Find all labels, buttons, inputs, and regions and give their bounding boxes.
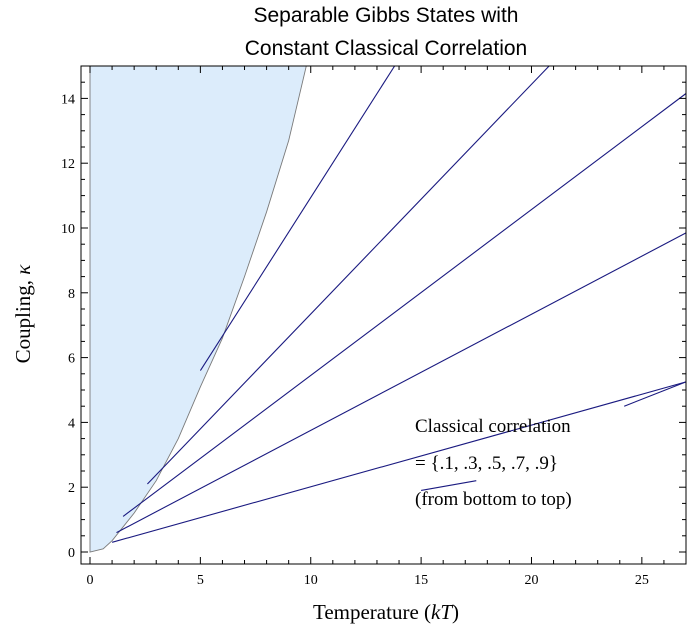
series-line-5 <box>199 65 396 371</box>
x-axis-label-close: ) <box>452 600 459 624</box>
x-tick-label: 5 <box>197 573 204 588</box>
x-tick-label: 10 <box>304 573 318 588</box>
annotation-pointer <box>421 480 477 491</box>
separable-region <box>89 65 307 553</box>
x-tick-label: 15 <box>414 573 428 588</box>
y-tick-label: 2 <box>68 481 75 496</box>
x-axis-label: Temperature (kT) <box>313 600 459 624</box>
series-line-2 <box>116 232 687 534</box>
x-axis-label-text: Temperature ( <box>313 600 431 624</box>
y-tick-label: 10 <box>61 222 75 237</box>
annotation-pointer-upper <box>623 381 687 407</box>
series-line-3 <box>122 93 687 517</box>
y-tick-label: 4 <box>68 416 75 431</box>
y-axis-label: Coupling, κ <box>11 264 35 364</box>
annotation-line-1: Classical correlation <box>415 416 571 437</box>
y-tick-label: 6 <box>68 352 75 367</box>
chart-title-line-1: Separable Gibbs States with <box>254 4 519 27</box>
y-tick-label: 8 <box>68 287 75 302</box>
annotation-line-2: = {.1, .3, .5, .7, .9} <box>415 453 558 474</box>
x-tick-label: 20 <box>524 573 538 588</box>
y-tick-label: 0 <box>68 546 75 561</box>
x-tick-label: 0 <box>87 573 94 588</box>
series-line-1 <box>111 381 687 543</box>
y-axis-label-text: Coupling, <box>11 275 35 364</box>
x-tick-label: 25 <box>635 573 649 588</box>
series-line-4 <box>147 65 550 485</box>
x-axis-label-italic: kT <box>431 600 453 624</box>
y-axis-label-italic: κ <box>11 264 35 275</box>
plot-area: 0 5 10 15 20 25 0 2 4 6 8 10 12 14 <box>61 65 687 588</box>
plot-frame <box>80 65 687 565</box>
annotation-line-3: (from bottom to top) <box>415 489 572 510</box>
y-tick-label: 12 <box>61 157 75 172</box>
chart-title-line-2: Constant Classical Correlation <box>245 37 527 60</box>
y-tick-label: 14 <box>61 92 75 107</box>
